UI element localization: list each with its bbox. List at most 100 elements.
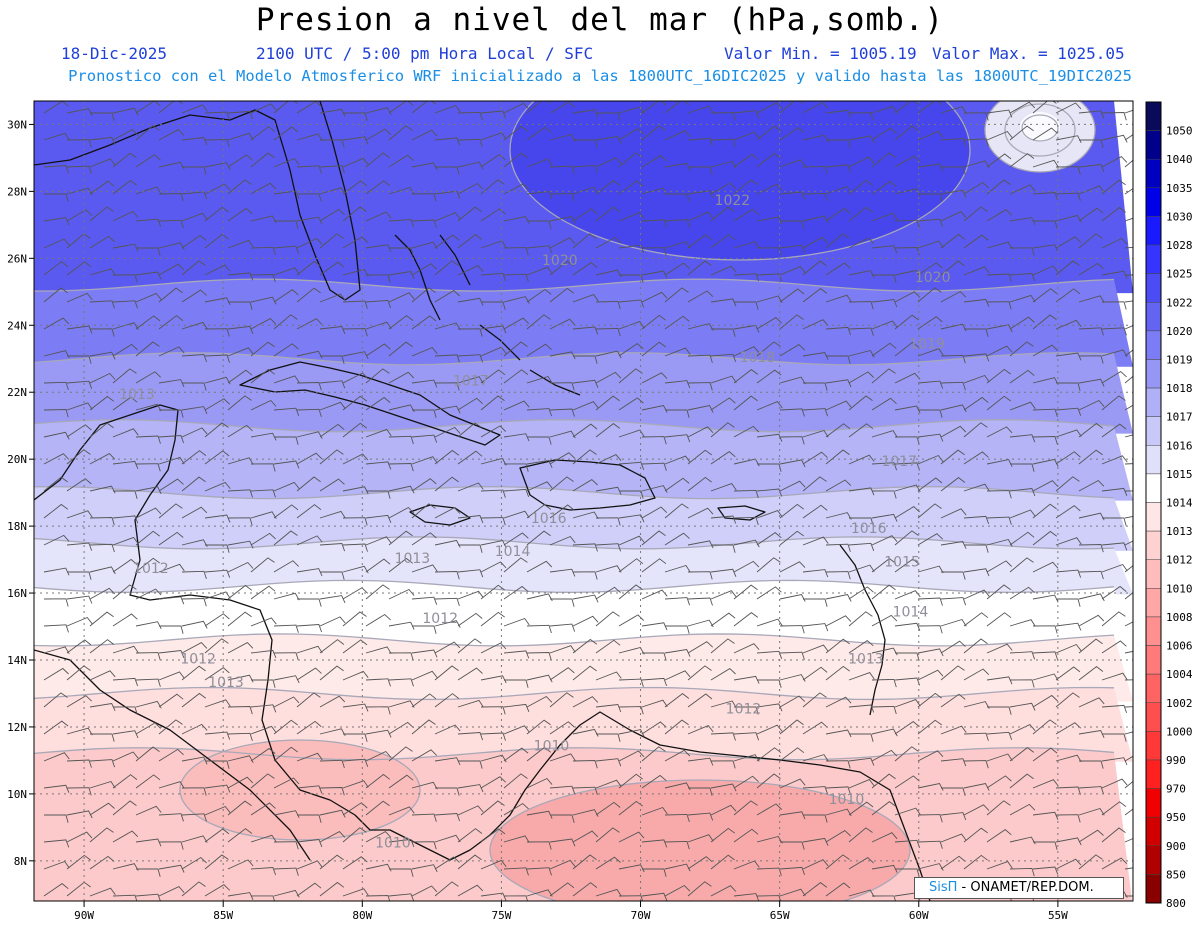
wind-barb — [112, 129, 139, 141]
wind-barb — [549, 193, 575, 202]
wind-barb — [802, 408, 829, 417]
wind-barb — [963, 298, 990, 307]
wind-barb — [319, 401, 346, 411]
wind-barb — [549, 504, 575, 519]
wind-barb — [756, 295, 783, 304]
wind-barb — [526, 530, 551, 546]
wind-barb — [1078, 854, 1103, 870]
wind-barb — [986, 368, 1011, 384]
colorbar-label: 1030 — [1166, 210, 1193, 223]
wind-barb — [710, 515, 737, 524]
wind-barb — [986, 516, 1012, 525]
wind-barb — [1078, 786, 1105, 795]
wind-barb — [733, 110, 760, 119]
wind-barb — [641, 219, 667, 228]
wind-barb — [618, 678, 644, 687]
wind-barb — [618, 128, 644, 141]
wind-barb — [687, 540, 714, 549]
wind-barb — [43, 165, 70, 174]
wind-barb — [66, 787, 92, 796]
colorbar-swatch — [1145, 759, 1162, 789]
wind-barb — [158, 596, 185, 605]
wind-barb — [365, 750, 392, 762]
wind-barb — [503, 273, 529, 282]
wind-barb — [412, 409, 437, 418]
wind-barb — [802, 536, 829, 546]
wind-barb — [434, 289, 460, 303]
wind-barb — [365, 128, 392, 141]
wind-barb — [158, 671, 185, 681]
lat-lon-grid — [34, 101, 1133, 901]
wind-barb — [871, 614, 898, 627]
wind-barb — [319, 208, 345, 222]
wind-barb — [89, 759, 116, 768]
wind-barb — [112, 830, 139, 843]
wind-barb — [526, 408, 553, 417]
isobars — [34, 101, 1115, 901]
wind-barb — [595, 236, 622, 249]
wind-barb — [549, 838, 576, 847]
wind-barb — [1009, 509, 1036, 519]
wind-barb — [756, 586, 782, 600]
isobar-line — [34, 579, 1115, 593]
wind-barb — [871, 397, 897, 411]
wind-barb — [273, 592, 300, 601]
wind-barb — [457, 397, 483, 411]
wind-barb — [825, 326, 852, 336]
wind-barb — [963, 138, 989, 147]
wind-barb — [365, 773, 391, 789]
wind-barb — [204, 398, 231, 411]
wind-barb — [825, 786, 851, 795]
wind-barb — [986, 861, 1013, 870]
wind-barb — [112, 515, 139, 524]
wind-barb — [204, 731, 231, 740]
wind-barb — [204, 481, 231, 492]
wind-barb — [779, 191, 806, 200]
wind-barb — [940, 812, 967, 821]
pressure-band — [34, 352, 1133, 434]
wind-barb — [457, 450, 483, 465]
wind-barb — [250, 126, 276, 141]
contour-label: 1010 — [375, 835, 411, 851]
contour-label: 1017 — [453, 374, 489, 390]
wind-barb — [503, 835, 530, 843]
sispi-logo: SisΠ — [929, 880, 958, 895]
wind-barb — [733, 800, 758, 816]
wind-barb — [1124, 109, 1133, 114]
wind-barb — [641, 341, 666, 357]
wind-barb — [319, 510, 346, 519]
wind-barb — [687, 137, 714, 147]
wind-barb — [526, 841, 552, 850]
wind-barb — [319, 854, 344, 870]
wind-barb — [1124, 375, 1133, 384]
wind-barb — [89, 587, 116, 600]
wind-barb — [963, 353, 990, 362]
wind-barb — [756, 183, 783, 195]
wind-barb — [526, 343, 552, 357]
wind-barb — [1124, 706, 1133, 708]
contour-label: 1013 — [848, 651, 884, 667]
wind-barb — [963, 234, 989, 249]
wind-barb — [411, 670, 438, 681]
wind-barb — [1101, 349, 1128, 357]
wind-barb — [595, 157, 622, 168]
forecast-time: 2100 UTC / 5:00 pm Hora Local / SFC — [256, 44, 594, 63]
wind-barb — [411, 885, 438, 897]
wind-barb — [733, 301, 759, 310]
wind-barb — [480, 561, 507, 573]
wind-barb — [963, 374, 990, 384]
wind-barb — [227, 706, 253, 715]
wind-barb — [411, 813, 437, 822]
wind-barb — [687, 323, 714, 331]
wind-barb — [342, 517, 368, 526]
wind-barb — [388, 700, 415, 708]
wind-barb — [940, 425, 967, 438]
wind-barb — [894, 188, 921, 196]
colorbar-swatch — [1145, 445, 1162, 475]
wind-barb — [1009, 316, 1035, 330]
wind-barb — [204, 183, 231, 195]
wind-barb — [526, 695, 553, 708]
wind-barb — [1032, 159, 1059, 168]
wind-barb — [549, 859, 576, 870]
wind-barb — [342, 486, 369, 495]
